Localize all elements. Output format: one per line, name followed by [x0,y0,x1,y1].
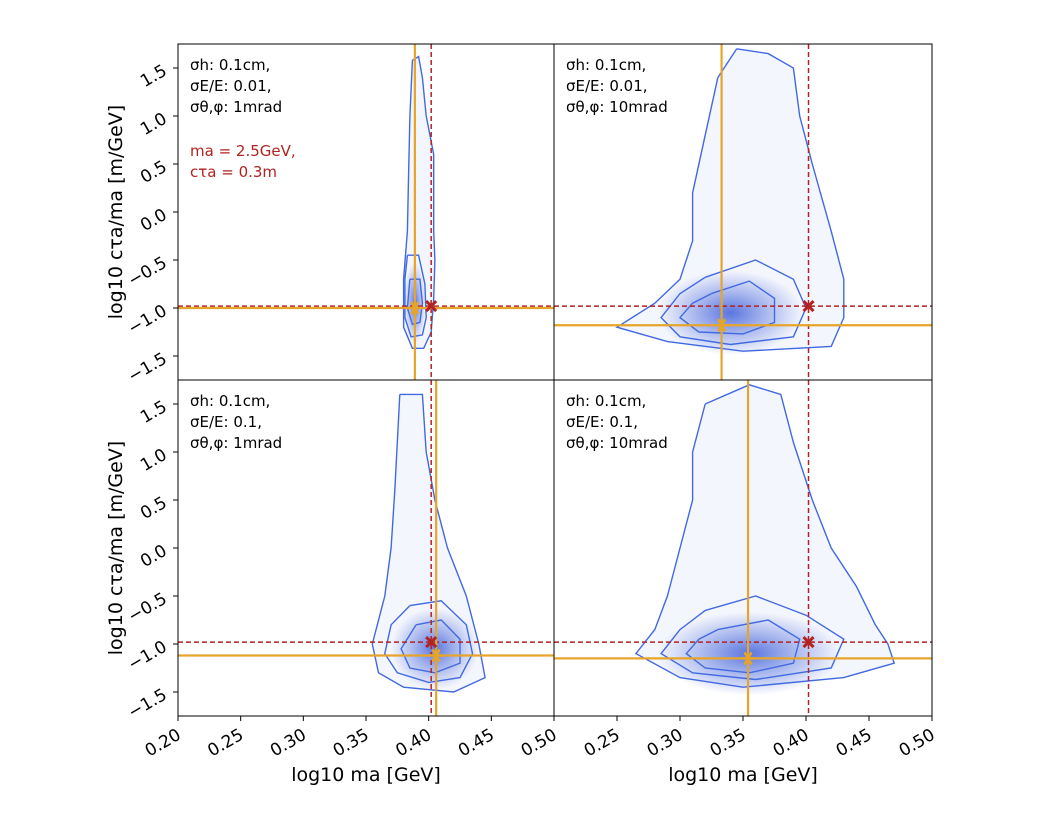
annotation-line: σE/E: 0.1, [190,413,262,431]
y-tick-label: −0.5 [125,589,171,627]
annotation-line: σE/E: 0.1, [566,413,638,431]
x-axis-label: log10 ma [GeV] [668,764,818,786]
contour-level-2 [404,254,427,338]
annotation-line: σθ,φ: 1mrad [190,98,282,116]
scatter-haze [635,384,895,688]
truth-marker [425,636,438,649]
annotation-line: σθ,φ: 1mrad [190,434,282,452]
resolution-annotation: σh: 0.1cm, σE/E: 0.1, σθ,φ: 10mrad [566,392,668,452]
annotation-line: σh: 0.1cm, [190,56,270,74]
estimate-marker [429,648,444,663]
annotation-line: σθ,φ: 10mrad [566,434,668,452]
annotation-line: σh: 0.1cm, [566,392,646,410]
x-tick-label: 0.45 [833,725,876,761]
y-tick-label: −1.5 [125,685,171,723]
estimate-marker [407,301,422,315]
resolution-annotation: σh: 0.1cm, σE/E: 0.01, σθ,φ: 10mrad [566,56,668,116]
x-axis-label: log10 ma [GeV] [291,764,441,786]
y-tick-label: −0.5 [125,253,171,291]
contour-level-1 [615,48,845,352]
y-tick-label: −1.0 [125,301,171,339]
y-tick-label: 0.0 [137,541,170,572]
x-tick-label: 0.25 [581,725,624,761]
density-peak [657,611,841,696]
estimate-marker [714,318,729,332]
y-tick-label: 0.5 [137,493,170,524]
x-tick-label: 0.45 [455,725,498,761]
truth-label-line: cτa = 0.3m [190,163,277,181]
contour-level-3 [685,619,801,674]
contour-level-1 [402,55,436,349]
truth-label-line: ma = 2.5GeV, [190,142,296,160]
y-axis-label: log10 cτa/ma [m/GeV] [105,441,127,655]
x-tick-label: 0.35 [707,725,750,761]
annotation-line: σE/E: 0.01, [566,77,648,95]
x-tick-label: 0.50 [518,725,561,761]
y-tick-label: 0.0 [137,205,170,236]
contour-level-3 [678,280,776,335]
truth-marker [425,300,438,313]
annotation-line: σθ,φ: 10mrad [566,98,668,116]
x-tick-label: 0.20 [142,725,185,761]
panel-bottom-left: σh: 0.1cm, σE/E: 0.1, σθ,φ: 1mrad 1.5 1.0 0.5… [125,379,561,761]
panel-top-left: σh: 0.1cm, σE/E: 0.01, σθ,φ: 1mrad ma = 2.5… [125,43,555,387]
truth-marker [802,636,815,649]
annotation-line: σh: 0.1cm, [190,392,270,410]
y-tick-label: −1.0 [125,637,171,675]
y-tick-label: −1.5 [125,349,171,387]
y-tick-label: 1.0 [137,109,170,140]
resolution-annotation: σh: 0.1cm, σE/E: 0.01, σθ,φ: 1mrad [190,56,282,116]
panel-top-right: σh: 0.1cm, σE/E: 0.01, σθ,φ: 10mrad [553,43,933,381]
contour-level-2 [384,600,474,684]
density-peak [391,608,479,690]
x-tick-label: 0.30 [267,725,310,761]
contour-level-1 [634,384,896,688]
truth-marker [802,300,815,313]
y-tick-label: 1.5 [137,397,170,428]
resolution-annotation: σh: 0.1cm, σE/E: 0.1, σθ,φ: 1mrad [190,392,282,452]
x-tick-label: 0.50 [896,725,939,761]
x-tick-label: 0.40 [392,725,435,761]
y-tick-label: 1.5 [137,61,170,92]
y-tick-label: 1.0 [137,445,170,476]
x-tick-label: 0.40 [770,725,813,761]
y-axis-label: log10 cτa/ma [m/GeV] [105,105,127,319]
estimate-marker [741,651,756,666]
x-tick-label: 0.35 [330,725,373,761]
density-peak [657,270,803,356]
y-tick-label: 0.5 [137,157,170,188]
annotation-line: σE/E: 0.01, [190,77,272,95]
contour-level-3 [400,619,461,674]
annotation-line: σh: 0.1cm, [566,56,646,74]
x-tick-label: 0.30 [644,725,687,761]
x-tick-label: 0.25 [204,725,247,761]
panel-bottom-right: σh: 0.1cm, σE/E: 0.1, σθ,φ: 10mrad 0.25 0.30… [553,379,939,761]
